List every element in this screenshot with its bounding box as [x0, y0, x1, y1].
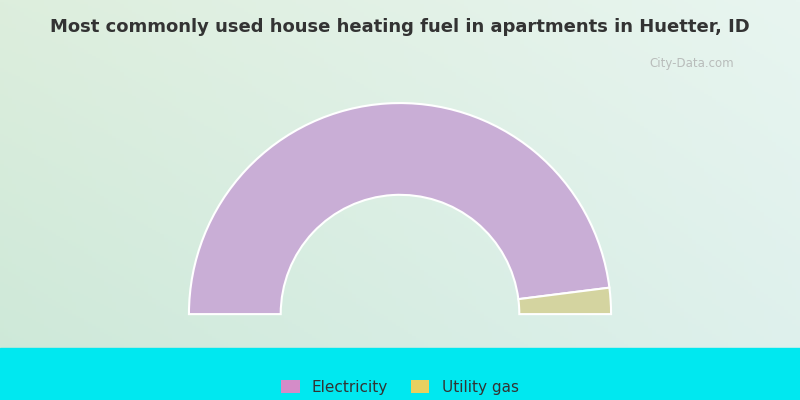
Wedge shape	[189, 103, 610, 314]
Legend: Electricity, Utility gas: Electricity, Utility gas	[275, 374, 525, 400]
Text: Most commonly used house heating fuel in apartments in Huetter, ID: Most commonly used house heating fuel in…	[50, 18, 750, 36]
Wedge shape	[518, 288, 611, 314]
Text: City-Data.com: City-Data.com	[650, 58, 734, 70]
